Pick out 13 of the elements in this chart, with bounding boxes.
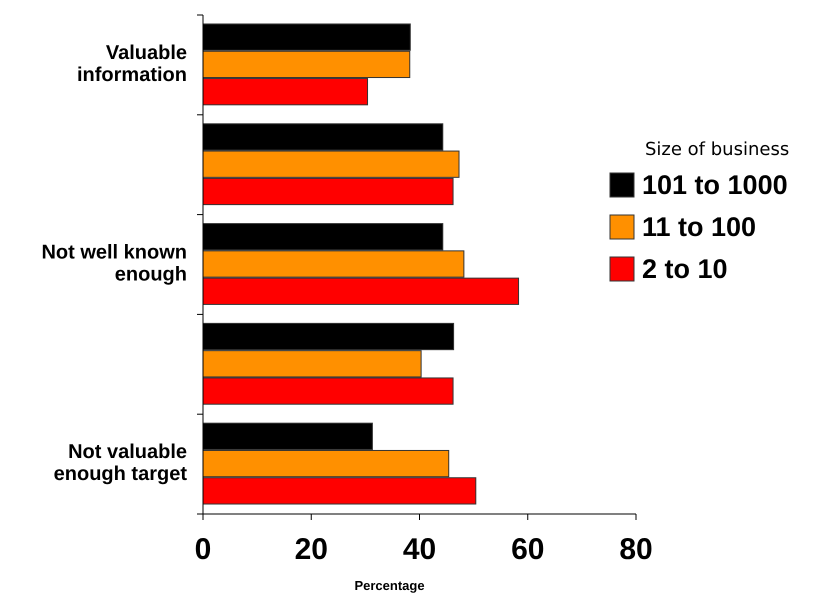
legend-label: 101 to 1000	[642, 170, 788, 200]
x-tick-label: 20	[294, 533, 328, 566]
x-axis-title: Percentage	[354, 578, 425, 593]
legend-label: 2 to 10	[642, 254, 728, 284]
x-tick-label: 40	[402, 533, 436, 566]
legend-title: Size of business	[645, 139, 790, 160]
x-tick-label: 60	[511, 533, 544, 566]
x-tick-label: 0	[194, 533, 212, 566]
x-tick-label: 80	[619, 533, 653, 566]
y-tick-label: Not well known enough	[41, 242, 187, 286]
y-tick-label: Not valuable enough target	[54, 441, 188, 486]
legend-label: 11 to 100	[642, 212, 756, 242]
y-tick-label: Valuable information	[77, 42, 187, 86]
